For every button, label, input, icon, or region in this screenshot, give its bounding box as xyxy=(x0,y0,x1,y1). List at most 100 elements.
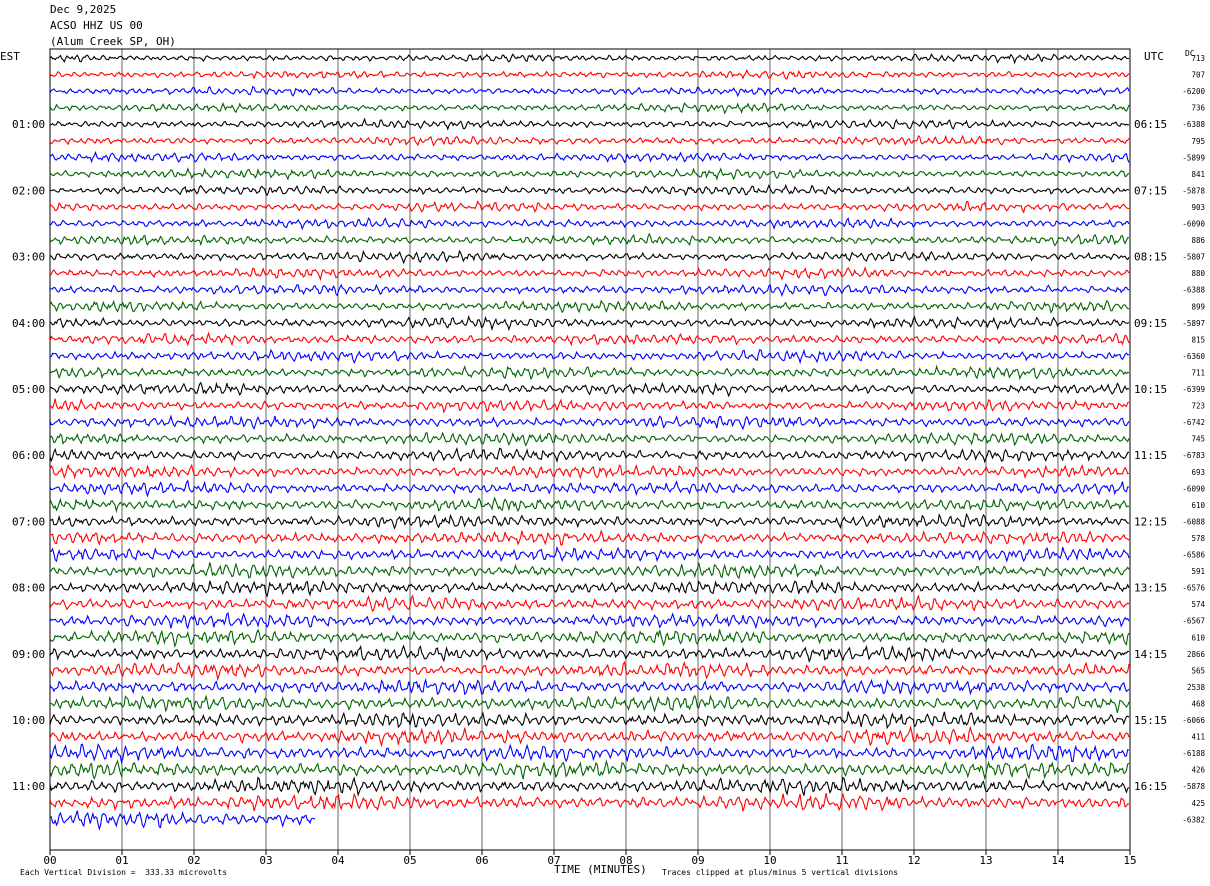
x-tick-label: 07 xyxy=(547,854,560,867)
dc-offset-label: -5878 xyxy=(1182,782,1205,791)
dc-offset-label: 591 xyxy=(1191,567,1205,576)
trace-row xyxy=(49,529,1130,546)
trace-row xyxy=(49,628,1130,649)
x-tick-label: 08 xyxy=(619,854,632,867)
dc-offset-label: -6382 xyxy=(1182,815,1205,824)
dc-offset-label: -6360 xyxy=(1182,352,1205,361)
dc-offset-label: 693 xyxy=(1191,468,1205,477)
dc-offset-label: 841 xyxy=(1191,170,1205,179)
trace-row xyxy=(49,479,1129,498)
trace-row xyxy=(49,364,1130,381)
trace-row xyxy=(49,134,1130,147)
trace-row xyxy=(49,85,1130,98)
dc-offset-label: 565 xyxy=(1191,666,1205,675)
trace-row xyxy=(49,102,1130,115)
dc-offset-label: 574 xyxy=(1191,600,1205,609)
x-tick-label: 11 xyxy=(835,854,848,867)
dc-offset-label: 2538 xyxy=(1187,683,1206,692)
dc-offset-label: -6388 xyxy=(1182,286,1205,295)
trace-row xyxy=(49,711,1130,730)
trace-row xyxy=(49,200,1130,214)
right-hour-label: 09:15 xyxy=(1134,317,1167,330)
trace-row xyxy=(49,562,1130,580)
trace-row xyxy=(49,183,1130,197)
dc-offset-label: -6090 xyxy=(1182,220,1205,229)
plot-frame xyxy=(49,48,1131,851)
dc-offset-label: 2866 xyxy=(1187,650,1206,659)
dc-offset-label: -6567 xyxy=(1182,617,1205,626)
x-tick-label: 12 xyxy=(907,854,920,867)
trace-row xyxy=(49,217,1130,231)
trace-row xyxy=(49,512,1130,530)
header-station: ACSO HHZ US 00 xyxy=(50,19,143,32)
x-tick-label: 13 xyxy=(979,854,992,867)
trace-row xyxy=(49,580,1130,598)
left-hour-label: 09:00 xyxy=(12,648,45,661)
dc-offset-label: 903 xyxy=(1191,203,1205,212)
dc-offset-label: 899 xyxy=(1191,302,1205,311)
trace-row xyxy=(49,594,1130,613)
right-timezone: UTC xyxy=(1144,50,1164,63)
trace-row xyxy=(49,446,1130,464)
left-hour-label: 07:00 xyxy=(12,515,45,528)
right-hour-label: 10:15 xyxy=(1134,383,1167,396)
trace-row xyxy=(49,167,1130,181)
trace-row xyxy=(49,232,1130,247)
dc-offset-label: -5807 xyxy=(1182,253,1205,262)
x-tick-label: 02 xyxy=(187,854,200,867)
dc-offset-label: 468 xyxy=(1191,699,1205,708)
dc-offset-label: -6576 xyxy=(1182,584,1205,593)
right-hour-label: 08:15 xyxy=(1134,251,1167,264)
right-hour-label: 11:15 xyxy=(1134,449,1167,462)
trace-row xyxy=(49,348,1129,365)
dc-label: DC xyxy=(1185,49,1195,58)
left-hour-label: 11:00 xyxy=(12,780,45,793)
dc-offset-label: 610 xyxy=(1191,501,1205,510)
left-hour-label: 03:00 xyxy=(12,251,45,264)
trace-row xyxy=(49,725,1130,748)
dc-offset-label: -6188 xyxy=(1182,749,1205,758)
left-hour-label: 02:00 xyxy=(12,184,45,197)
dc-offset-label: -5897 xyxy=(1182,319,1205,328)
dc-offset-label: -5878 xyxy=(1182,186,1205,195)
right-hour-label: 16:15 xyxy=(1134,780,1167,793)
dc-offset-label: -6066 xyxy=(1182,716,1205,725)
dc-offset-label: 795 xyxy=(1191,137,1205,146)
trace-row xyxy=(49,315,1130,332)
x-tick-label: 00 xyxy=(43,854,56,867)
trace-row xyxy=(49,266,1130,282)
dc-offset-label: 886 xyxy=(1191,236,1205,245)
trace-row xyxy=(49,283,1130,297)
right-hour-label: 07:15 xyxy=(1134,184,1167,197)
dc-offset-label: 745 xyxy=(1191,435,1205,444)
left-timezone: EST xyxy=(0,50,20,63)
right-hour-label: 12:15 xyxy=(1134,515,1167,528)
dc-offset-label: 425 xyxy=(1191,799,1205,808)
dc-offset-label: -6586 xyxy=(1182,551,1205,560)
dc-offset-labels: 713 707 -6200 736 -6388 795 -5899 841 -5878 903 -6… xyxy=(1182,54,1205,824)
dc-offset-label: 711 xyxy=(1191,368,1205,377)
header-date: Dec 9,2025 xyxy=(50,3,117,16)
trace-row xyxy=(49,776,1130,797)
left-hour-label: 08:00 xyxy=(12,582,45,595)
x-tick-label: 04 xyxy=(331,854,345,867)
dc-offset-label: 426 xyxy=(1191,766,1205,775)
dc-offset-label: 815 xyxy=(1191,335,1205,344)
trace-row xyxy=(50,249,1130,265)
trace-row xyxy=(49,463,1130,480)
dc-offset-label: -6399 xyxy=(1182,385,1205,394)
clip-note: Traces clipped at plus/minus 5 vertical … xyxy=(662,868,899,877)
x-axis-label: TIME (MINUTES) xyxy=(554,863,647,876)
hour-labels: 01:00 02:00 03:00 04:00 05:00 06:00 07:00 08:00… xyxy=(12,118,1167,793)
dc-offset-label: 880 xyxy=(1191,269,1205,278)
dc-offset-label: -6388 xyxy=(1182,120,1205,129)
scale-note: Each Vertical Division = 333.33 microvol… xyxy=(20,868,228,877)
left-hour-label: 05:00 xyxy=(12,383,45,396)
dc-offset-label: -6088 xyxy=(1182,517,1205,526)
left-hour-label: 01:00 xyxy=(12,118,45,131)
trace-row xyxy=(49,431,1130,447)
trace-row xyxy=(49,810,316,831)
dc-offset-label: 707 xyxy=(1191,71,1205,80)
dc-offset-label: -6783 xyxy=(1182,451,1205,460)
